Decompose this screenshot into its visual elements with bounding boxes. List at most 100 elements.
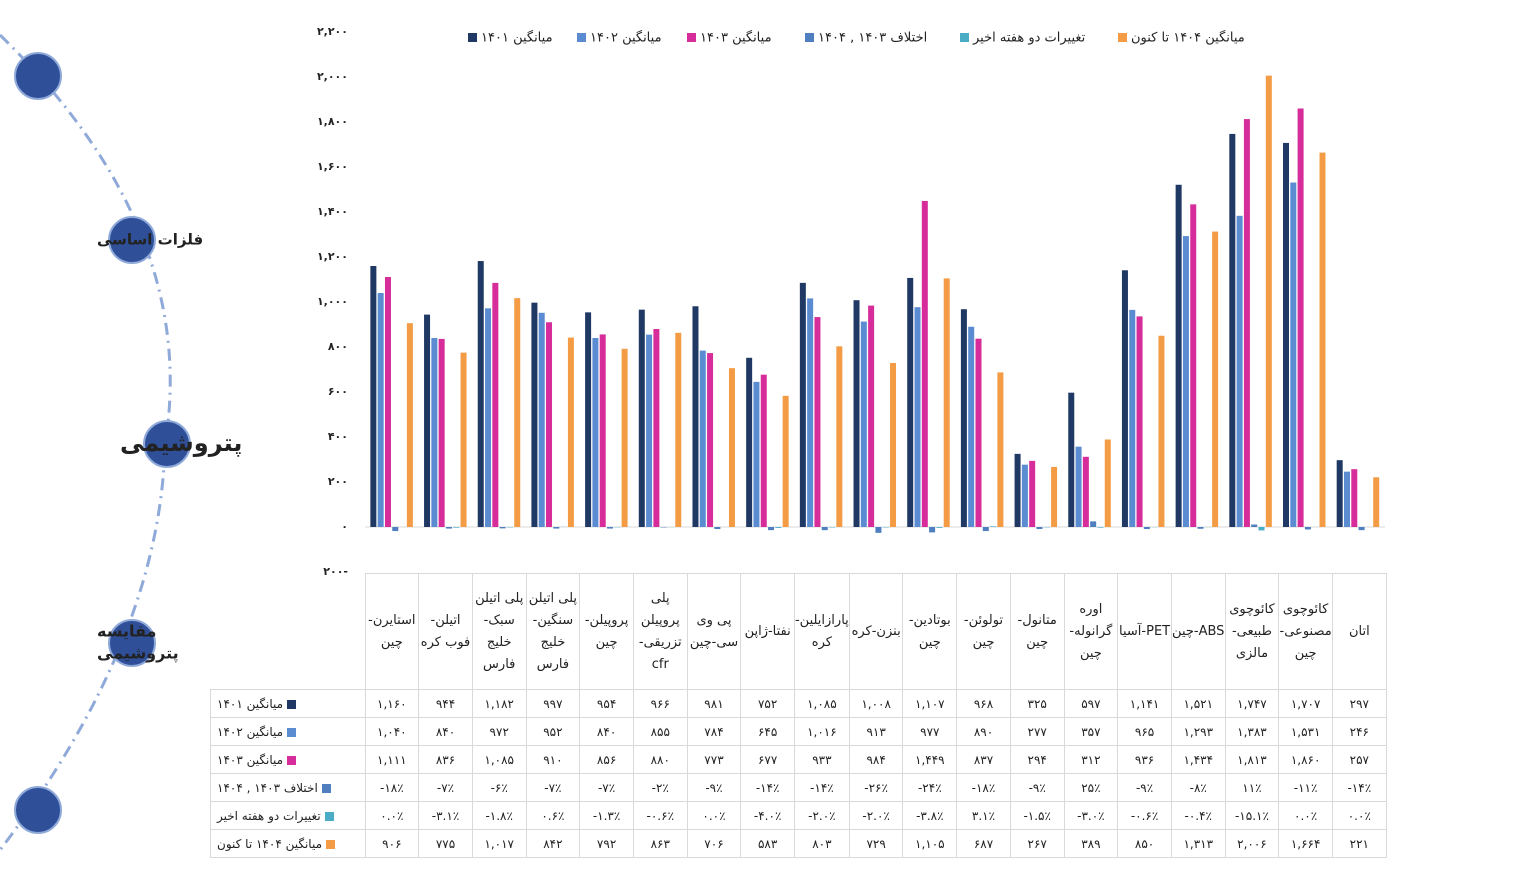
bar	[499, 527, 506, 529]
value-cell: ۹۱۳	[848, 717, 904, 746]
bar	[1014, 453, 1021, 527]
bar	[638, 309, 645, 527]
sidebar: فلزات اساسی پتروشیمی مقایسه پتروشیمی	[14, 52, 242, 834]
section-label: پتروشیمی	[120, 429, 242, 457]
value-cell: ۹۴۴	[418, 689, 473, 718]
value-cell: -۳.۱٪	[418, 801, 473, 830]
legend-label: میانگین ۱۴۰۳	[700, 30, 772, 46]
value-cell: ۱,۱۱۱	[364, 745, 420, 774]
category-header: ABS-چین	[1170, 573, 1226, 690]
bar	[936, 527, 943, 528]
bar	[485, 308, 492, 527]
bar	[392, 527, 399, 532]
bar	[377, 293, 384, 527]
value-cell: ۷۷۵	[418, 829, 473, 858]
bar	[1129, 309, 1136, 527]
category-header: بوتادین-چین	[902, 573, 958, 690]
value-cell: ۱,۲۹۳	[1170, 717, 1226, 746]
value-cell: ۹۶۸	[956, 689, 1011, 718]
value-cell: ۲,۰۰۶	[1224, 829, 1280, 858]
value-cell: -۲٪	[632, 773, 688, 802]
bar	[1212, 231, 1219, 527]
bar	[1236, 215, 1243, 527]
bar	[653, 329, 660, 527]
table-body: میانگین ۱۴۰۱ ۱,۱۶۰ ۹۴۴ ۱,۱۸۲ ۹۹۷ ۹۵۴ ۹۶۶ ۹۸۱ ۷۵۲…	[210, 689, 1387, 858]
bar	[921, 200, 928, 527]
value-cell: -۰.۶٪	[632, 801, 688, 830]
bar	[406, 323, 413, 527]
category-header: پی وی سی-چین	[686, 573, 742, 690]
bar	[714, 527, 721, 530]
series-name: میانگین ۱۴۰۳	[217, 752, 284, 767]
bar	[1143, 527, 1150, 530]
value-cell: ۱,۰۸۵	[794, 689, 850, 718]
value-cell: ۸۵۵	[632, 717, 688, 746]
bar	[782, 395, 789, 527]
bar	[567, 337, 574, 527]
legend-swatch	[577, 33, 586, 42]
row-header: میانگین ۱۴۰۱	[210, 689, 366, 718]
value-cell: -۲.۰٪	[848, 801, 904, 830]
value-cell: -۱.۵٪	[1009, 801, 1065, 830]
bar	[546, 322, 553, 527]
value-cell: ۲۶۷	[1009, 829, 1065, 858]
value-cell: ۲۵۷	[1331, 745, 1387, 774]
y-tick-label: ۱,۴۰۰	[317, 205, 348, 218]
value-cell: -۲۶٪	[848, 773, 904, 802]
legend-swatch	[1118, 33, 1127, 42]
timeline-dot	[14, 786, 62, 834]
bar	[768, 527, 775, 531]
bar	[1051, 466, 1058, 527]
value-cell: ۱,۴۳۴	[1170, 745, 1226, 774]
timeline-dot	[108, 216, 156, 264]
category-header: پلی اتیلن سنگین-خلیج فارس	[525, 573, 581, 690]
bar	[975, 338, 982, 527]
bar	[477, 261, 484, 527]
value-cell: ۰.۰٪	[686, 801, 742, 830]
bar	[1251, 524, 1258, 527]
legend-swatch	[324, 811, 334, 821]
category-header: کائوچوی مصنوعی-چین	[1278, 573, 1333, 690]
bar	[1136, 316, 1143, 527]
bar	[982, 527, 989, 532]
value-cell: -۸٪	[1170, 773, 1226, 802]
bar	[607, 527, 614, 529]
bar	[775, 527, 782, 528]
row-header: اختلاف ۱۴۰۳ , ۱۴۰۴	[210, 773, 366, 802]
value-cell: ۱,۸۱۳	[1224, 745, 1280, 774]
legend-swatch	[287, 727, 297, 737]
legend-swatch	[321, 783, 331, 793]
value-cell: ۵۹۷	[1063, 689, 1119, 718]
value-cell: ۸۵۰	[1117, 829, 1172, 858]
value-cell: -۶٪	[471, 773, 527, 802]
bar	[646, 334, 653, 527]
bar	[1158, 335, 1165, 527]
value-cell: ۹۶۶	[632, 689, 688, 718]
value-cell: ۹۷۷	[902, 717, 958, 746]
bar	[707, 353, 714, 527]
bar	[860, 321, 867, 527]
value-cell: -۷٪	[579, 773, 634, 802]
value-cell: ۱,۰۸۵	[471, 745, 527, 774]
bar	[943, 278, 950, 527]
row-header: میانگین ۱۴۰۲	[210, 717, 366, 746]
bar	[1304, 527, 1311, 530]
bar	[424, 314, 431, 527]
value-cell: ۷۸۴	[686, 717, 742, 746]
bar	[997, 372, 1004, 527]
bar	[1343, 471, 1350, 527]
value-cell: ۹۸۴	[848, 745, 904, 774]
value-cell: -۱۴٪	[740, 773, 795, 802]
value-cell: ۶۴۵	[740, 717, 795, 746]
category-header: پلی اتیلن سبک-خلیج فارس	[471, 573, 527, 690]
value-cell: -۱.۳٪	[579, 801, 634, 830]
bar	[1182, 236, 1189, 527]
value-cell: -۱۱٪	[1278, 773, 1333, 802]
value-cell: ۱,۴۴۹	[902, 745, 958, 774]
table-header: استایرن-چین اتیلن-فوب کره پلی اتیلن سبک-خل…	[211, 573, 1387, 690]
category-header: کائوچوی طبیعی-مالزی	[1224, 573, 1280, 690]
value-cell: ۱,۵۳۱	[1278, 717, 1333, 746]
y-tick-label: ۱,۶۰۰	[317, 160, 348, 173]
value-cell: ۲۷۷	[1009, 717, 1065, 746]
value-cell: ۵۸۳	[740, 829, 795, 858]
